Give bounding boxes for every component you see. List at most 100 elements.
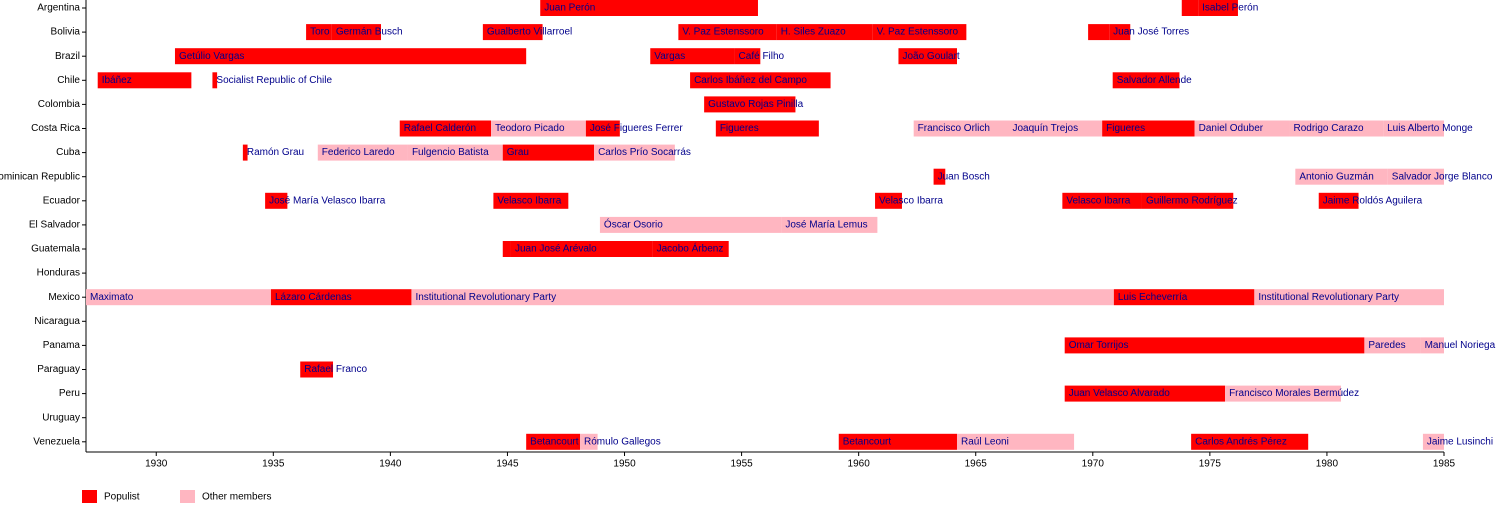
- period-bar: [242, 144, 248, 161]
- period-label: Francisco Orlich: [918, 123, 990, 134]
- x-tick-label: 1945: [496, 459, 519, 470]
- period-label: Rómulo Gallegos: [584, 436, 661, 447]
- period-label: Manuel Noriega: [1425, 340, 1496, 351]
- period-bar: [1295, 168, 1388, 185]
- x-tick-label: 1980: [1316, 459, 1339, 470]
- row-label: El Salvador: [29, 220, 81, 231]
- row-label: Ecuador: [43, 195, 81, 206]
- period-bar: [491, 120, 586, 137]
- period-bar: [580, 433, 598, 450]
- period-bar: [781, 216, 878, 233]
- period-bar: [585, 120, 620, 137]
- period-bar: [1225, 385, 1341, 402]
- period-label: Daniel Oduber: [1199, 123, 1264, 134]
- row-label: Panama: [43, 340, 81, 351]
- period-label: Salvador Jorge Blanco: [1392, 171, 1493, 182]
- period-label: Betancourt: [530, 436, 579, 447]
- period-label: H. Siles Zuazo: [781, 27, 846, 38]
- period-bar: [652, 241, 729, 257]
- period-bar: [265, 192, 288, 209]
- period-bar: [1102, 120, 1195, 137]
- period-label: Socialist Republic of Chile: [216, 75, 332, 86]
- x-tick-label: 1950: [613, 459, 636, 470]
- period-label: V. Paz Estenssoro: [682, 27, 764, 38]
- period-label: José María Velasco Ibarra: [269, 195, 386, 206]
- period-label: Fulgencio Batista: [412, 147, 489, 158]
- period-bar: [599, 216, 782, 233]
- period-label: Ramón Grau: [247, 147, 304, 158]
- period-bar: [1112, 72, 1180, 89]
- period-bar: [1064, 385, 1226, 402]
- period-label: Jaime Lusinchi: [1427, 436, 1493, 447]
- row-label: Chile: [57, 75, 80, 86]
- period-label: Raúl Leoni: [961, 436, 1009, 447]
- row-label: Bolivia: [51, 27, 81, 38]
- period-label: V. Paz Estenssoro: [877, 27, 959, 38]
- period-label: Getúlio Vargas: [179, 51, 244, 62]
- period-label: Antonio Guzmán: [1299, 171, 1374, 182]
- period-label: Carlos Ibáñez del Campo: [694, 75, 807, 86]
- legend-label: Other members: [202, 492, 271, 503]
- period-bar: [1141, 192, 1234, 209]
- period-bar: [86, 289, 271, 306]
- period-bar: [956, 433, 1075, 450]
- period-label: Óscar Osorio: [604, 218, 663, 231]
- period-bar: [734, 48, 761, 65]
- period-bar: [678, 24, 777, 41]
- period-bar: [1064, 337, 1365, 354]
- period-bar: [1289, 120, 1384, 137]
- period-bar: [1062, 192, 1142, 209]
- period-label: Café Filho: [739, 51, 785, 62]
- period-label: Figueres: [1106, 123, 1145, 134]
- period-label: Juan Perón: [544, 3, 595, 14]
- period-bar: [411, 289, 1114, 306]
- period-bar: [1008, 120, 1103, 137]
- period-label: Gualberto Villarroel: [487, 27, 572, 38]
- x-tick-label: 1965: [965, 459, 988, 470]
- period-bar: [1181, 0, 1199, 16]
- period-bar: [1088, 24, 1110, 41]
- period-label: Jaime Roldós Aguilera: [1323, 195, 1423, 206]
- period-label: Paredes: [1368, 340, 1405, 351]
- period-label: Carlos Prío Socarrás: [598, 147, 691, 158]
- period-bar: [331, 24, 382, 41]
- period-bar: [875, 192, 902, 209]
- period-bar: [650, 48, 735, 65]
- period-label: Juan Bosch: [938, 171, 990, 182]
- period-label: Juan José Torres: [1113, 27, 1189, 38]
- x-tick-label: 1930: [145, 459, 168, 470]
- period-bar: [212, 72, 218, 89]
- period-bar: [502, 241, 511, 257]
- period-label: Salvador Allende: [1117, 75, 1192, 86]
- row-label: Mexico: [48, 292, 80, 303]
- x-tick-label: 1985: [1433, 459, 1456, 470]
- period-bar: [493, 192, 569, 209]
- period-label: Francisco Morales Bermúdez: [1229, 388, 1359, 399]
- period-bar: [317, 144, 408, 161]
- period-label: Velasco Ibarra: [497, 195, 561, 206]
- period-bar: [1109, 24, 1131, 41]
- row-label: Argentina: [37, 3, 80, 14]
- period-label: Institutional Revolutionary Party: [1258, 292, 1399, 303]
- period-label: Velasco Ibarra: [879, 195, 943, 206]
- period-label: Toro: [310, 27, 330, 38]
- period-label: Joaquín Trejos: [1013, 123, 1079, 134]
- period-bar: [300, 361, 334, 378]
- period-label: Isabel Perón: [1202, 3, 1258, 14]
- period-bar: [1318, 192, 1359, 209]
- period-bar: [526, 433, 581, 450]
- x-tick-label: 1940: [379, 459, 402, 470]
- period-bar: [502, 144, 595, 161]
- period-bar: [933, 168, 946, 185]
- period-label: Ibáñez: [102, 75, 132, 86]
- period-label: Omar Torrijos: [1069, 340, 1129, 351]
- period-bar: [1364, 337, 1421, 354]
- period-bar: [482, 24, 543, 41]
- period-bar: [872, 24, 967, 41]
- period-label: Figueres: [720, 123, 759, 134]
- period-bar: [1194, 120, 1290, 137]
- x-tick-label: 1935: [262, 459, 285, 470]
- period-label: Rafael Calderón: [404, 123, 476, 134]
